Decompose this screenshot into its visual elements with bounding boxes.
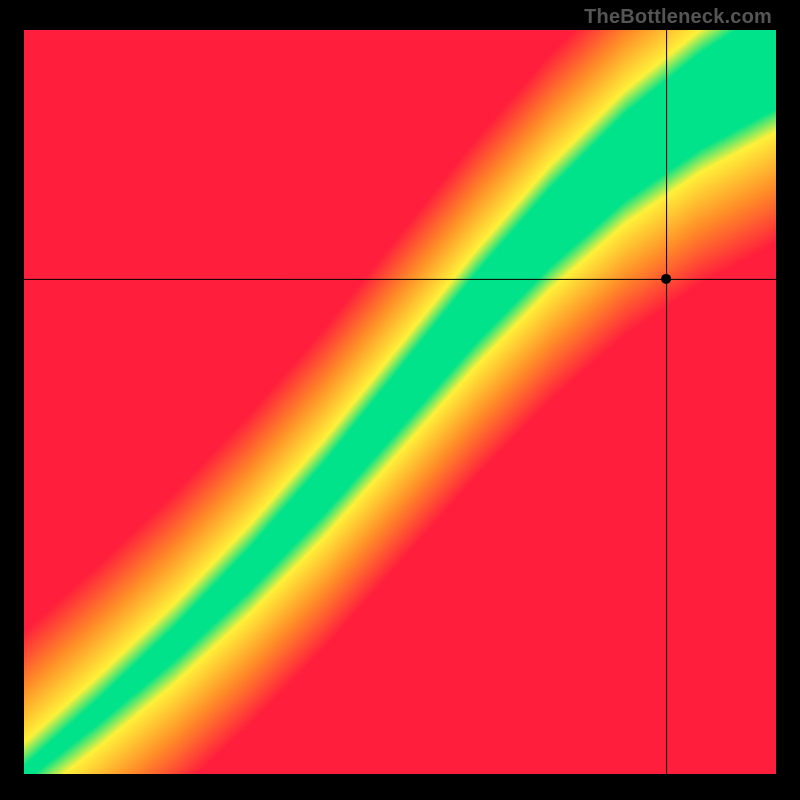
watermark-text: TheBottleneck.com xyxy=(584,6,772,29)
heatmap-plot xyxy=(24,30,776,774)
heatmap-canvas xyxy=(24,30,776,774)
